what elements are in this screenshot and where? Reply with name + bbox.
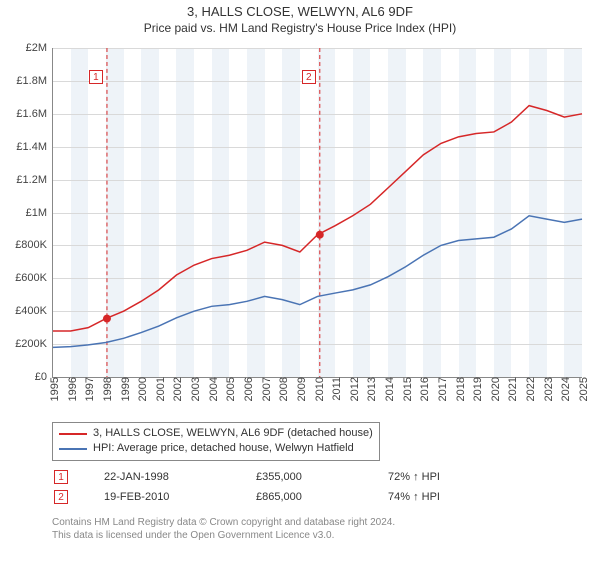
plot-svg: [53, 48, 582, 377]
sale-hpi-pct: 74% ↑ HPI: [388, 488, 570, 506]
x-tick-label: 1995: [49, 377, 61, 401]
x-tick-label: 2001: [155, 377, 167, 401]
x-tick-label: 1998: [102, 377, 114, 401]
y-tick-label: £1M: [26, 207, 53, 219]
x-tick-label: 2017: [437, 377, 449, 401]
sale-date: 22-JAN-1998: [104, 468, 254, 486]
x-tick-label: 2011: [331, 377, 343, 401]
sale-price: £355,000: [256, 468, 386, 486]
legend-row: 3, HALLS CLOSE, WELWYN, AL6 9DF (detache…: [59, 426, 373, 441]
x-tick-label: 2018: [455, 377, 467, 401]
x-tick-label: 2009: [296, 377, 308, 401]
sales-table: 1 22-JAN-1998£355,00072% ↑ HPI 2 19-FEB-201…: [52, 466, 572, 508]
x-tick-label: 2010: [314, 377, 326, 401]
x-tick-label: 2004: [208, 377, 220, 401]
x-tick-label: 2015: [402, 377, 414, 401]
x-tick-label: 2024: [560, 377, 572, 401]
x-tick-label: 2005: [225, 377, 237, 401]
plot: £0£200K£400K£600K£800K£1M£1.2M£1.4M£1.6M…: [52, 48, 582, 378]
sale-marker-box: 2: [302, 70, 316, 84]
x-tick-label: 1999: [120, 377, 132, 401]
footer-line-1: Contains HM Land Registry data © Crown c…: [52, 516, 395, 529]
legend-row: HPI: Average price, detached house, Welw…: [59, 441, 373, 456]
x-tick-label: 2021: [507, 377, 519, 401]
x-tick-label: 1997: [84, 377, 96, 401]
sale-hpi-pct: 72% ↑ HPI: [388, 468, 570, 486]
legend-label: HPI: Average price, detached house, Welw…: [93, 441, 354, 456]
sale-date: 19-FEB-2010: [104, 488, 254, 506]
sale-row: 2 19-FEB-2010£865,00074% ↑ HPI: [54, 488, 570, 506]
x-tick-label: 2025: [578, 377, 590, 401]
x-tick-label: 2003: [190, 377, 202, 401]
x-tick-label: 2008: [278, 377, 290, 401]
y-tick-label: £800K: [15, 239, 53, 251]
x-tick-label: 2013: [366, 377, 378, 401]
x-tick-label: 2012: [349, 377, 361, 401]
sale-price: £865,000: [256, 488, 386, 506]
x-tick-label: 2022: [525, 377, 537, 401]
x-tick-label: 2000: [137, 377, 149, 401]
footer-attribution: Contains HM Land Registry data © Crown c…: [52, 516, 395, 542]
chart-subtitle: Price paid vs. HM Land Registry's House …: [0, 21, 600, 35]
sale-marker-dot: [103, 315, 111, 323]
sale-index-box: 2: [54, 490, 68, 504]
y-tick-label: £1.4M: [16, 141, 53, 153]
sale-row: 1 22-JAN-1998£355,00072% ↑ HPI: [54, 468, 570, 486]
y-tick-label: £1.2M: [16, 174, 53, 186]
x-tick-label: 2023: [543, 377, 555, 401]
y-tick-label: £200K: [15, 338, 53, 350]
sale-marker-box: 1: [89, 70, 103, 84]
x-tick-label: 2016: [419, 377, 431, 401]
sale-index-box: 1: [54, 470, 68, 484]
x-tick-label: 2020: [490, 377, 502, 401]
page-container: 3, HALLS CLOSE, WELWYN, AL6 9DF Price pa…: [0, 4, 600, 564]
chart-area: £0£200K£400K£600K£800K£1M£1.2M£1.4M£1.6M…: [52, 48, 582, 378]
x-tick-label: 2002: [172, 377, 184, 401]
sale-marker-dot: [316, 231, 324, 239]
legend-swatch: [59, 433, 87, 435]
legend-swatch: [59, 448, 87, 450]
x-tick-label: 2019: [472, 377, 484, 401]
x-tick-label: 2006: [243, 377, 255, 401]
legend: 3, HALLS CLOSE, WELWYN, AL6 9DF (detache…: [52, 422, 380, 461]
y-tick-label: £600K: [15, 272, 53, 284]
x-tick-label: 2007: [261, 377, 273, 401]
y-tick-label: £400K: [15, 305, 53, 317]
y-tick-label: £2M: [26, 42, 53, 54]
chart-title: 3, HALLS CLOSE, WELWYN, AL6 9DF: [0, 4, 600, 21]
y-tick-label: £1.8M: [16, 75, 53, 87]
y-tick-label: £1.6M: [16, 108, 53, 120]
x-tick-label: 1996: [67, 377, 79, 401]
x-tick-label: 2014: [384, 377, 396, 401]
footer-line-2: This data is licensed under the Open Gov…: [52, 529, 395, 542]
legend-label: 3, HALLS CLOSE, WELWYN, AL6 9DF (detache…: [93, 426, 373, 441]
